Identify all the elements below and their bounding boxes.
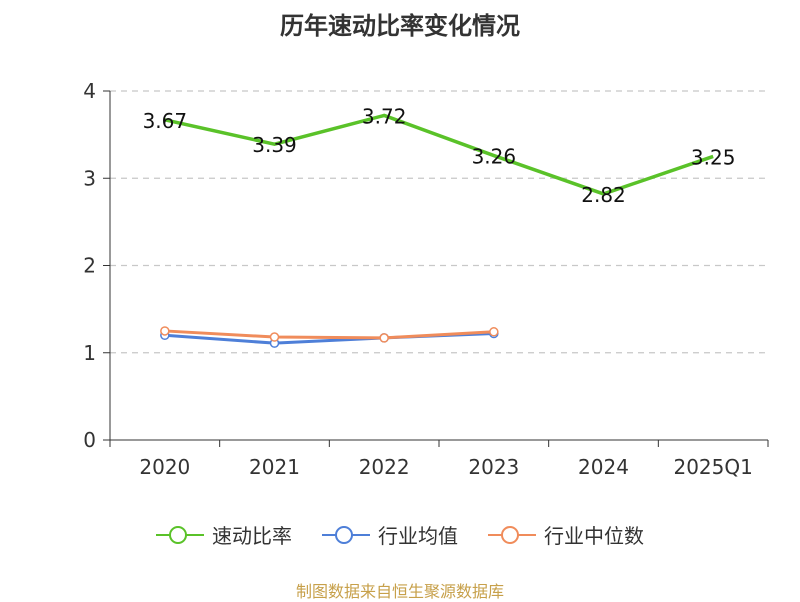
legend-item-industry-median[interactable]: 行业中位数 xyxy=(488,520,644,549)
legend-circle-icon xyxy=(335,525,353,544)
legend-label: 行业中位数 xyxy=(544,524,644,548)
series-line xyxy=(164,329,494,340)
data-label: 3.67 xyxy=(143,109,188,133)
legend: 速动比率 行业均值 行业中位数 xyxy=(0,520,800,549)
chart-title: 历年速动比率变化情况 xyxy=(280,12,520,40)
data-label: 3.39 xyxy=(252,133,297,157)
legend-marker-industry-mean xyxy=(322,525,370,545)
x-tick-label: 2023 xyxy=(468,455,519,479)
x-tick-label: 2025Q1 xyxy=(673,455,752,479)
source-footer: 制图数据来自恒生聚源数据库 xyxy=(295,582,504,601)
data-point xyxy=(160,326,170,336)
legend-circle-icon xyxy=(169,525,187,544)
data-label: 3.26 xyxy=(472,145,517,169)
data-point xyxy=(269,332,280,342)
x-tick-label: 2020 xyxy=(139,455,190,479)
x-tick-label: 2021 xyxy=(249,455,300,479)
legend-marker-quick-ratio xyxy=(156,525,204,545)
x-tick-label: 2024 xyxy=(578,455,629,479)
data-label: 3.72 xyxy=(362,104,407,128)
legend-item-industry-mean[interactable]: 行业均值 xyxy=(322,520,458,549)
y-tick-label: 3 xyxy=(83,166,96,190)
legend-marker-industry-median xyxy=(488,525,536,545)
series-line xyxy=(164,113,714,196)
legend-circle-icon xyxy=(501,525,519,544)
data-label: 2.82 xyxy=(581,183,626,207)
data-point xyxy=(489,327,499,337)
y-tick-label: 4 xyxy=(83,79,96,103)
y-tick-label: 1 xyxy=(83,341,96,365)
legend-label: 速动比率 xyxy=(212,524,292,548)
legend-label: 行业均值 xyxy=(378,524,458,548)
legend-item-quick-ratio[interactable]: 速动比率 xyxy=(156,520,292,549)
y-tick-label: 2 xyxy=(83,254,96,278)
data-point xyxy=(379,333,389,343)
y-tick-label: 0 xyxy=(83,428,96,452)
data-label: 3.25 xyxy=(691,145,736,169)
x-tick-label: 2022 xyxy=(359,455,410,479)
